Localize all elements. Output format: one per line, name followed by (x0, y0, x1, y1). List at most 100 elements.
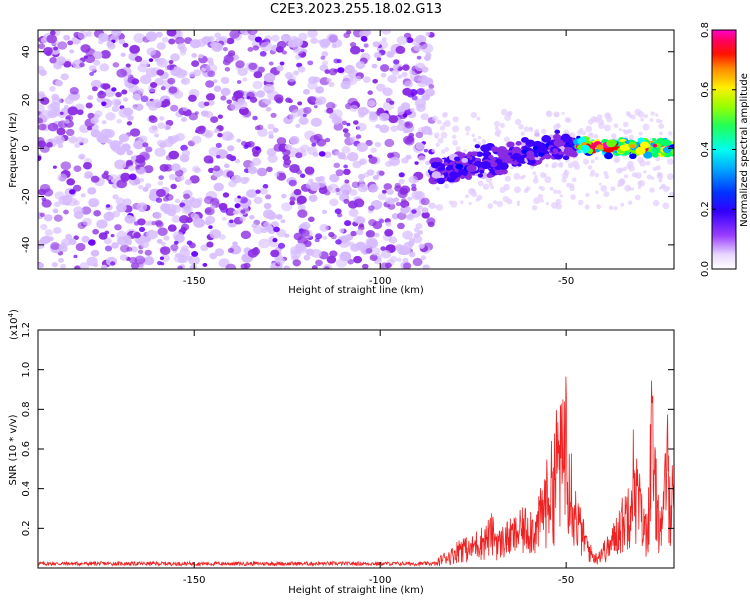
spectrogram-cell (137, 184, 144, 190)
spectrogram-cell (240, 209, 246, 214)
snr-y-tick-label: 1.2 (21, 322, 32, 338)
spectrogram-cell (225, 263, 237, 269)
spectrogram-cell (353, 198, 365, 208)
spectrogram-cell (143, 256, 155, 266)
spectrogram-cell (41, 197, 47, 202)
spectrogram-cell (318, 151, 326, 157)
spectrogram-cell (425, 31, 431, 37)
spectrogram-cell (422, 264, 430, 269)
spectrogram-cell (468, 201, 472, 206)
spectrogram-cell (193, 167, 202, 174)
spectrogram-cell (298, 32, 308, 41)
spectrogram-cell (385, 262, 392, 269)
spectrogram-cell (497, 150, 508, 158)
spectrogram-cell (130, 246, 138, 253)
spectrogram-cell (288, 179, 297, 187)
spectrogram-cell (189, 39, 201, 49)
spectrogram-cell (361, 185, 368, 191)
spectrogram-cell (661, 139, 671, 147)
spectrogram-cell (126, 121, 133, 126)
spectrogram-cell (402, 230, 414, 240)
spectrogram-cell (157, 180, 164, 186)
spectrogram-cell (265, 106, 272, 112)
spectrogram-cell (655, 156, 660, 162)
spectrogram-cell (257, 127, 268, 137)
spectrogram-cell (164, 164, 174, 172)
spectrogram-cell (517, 163, 522, 167)
spectrogram-cell (656, 118, 661, 124)
spectrogram-cell (132, 93, 141, 101)
colorbar-ticks: 0.0 0.2 0.4 0.6 0.8 (700, 22, 736, 277)
spectrogram-cell (272, 127, 279, 133)
spectrogram-cell (335, 239, 342, 245)
spectrogram-cell (188, 255, 200, 266)
spectrogram-cell (253, 71, 263, 79)
spectrogram-cell (649, 187, 655, 193)
spectrogram-cell (666, 173, 674, 181)
spectrogram-cell (347, 151, 359, 162)
spectrogram-cell (534, 128, 540, 134)
spectrogram-cell (387, 203, 396, 210)
spectrogram-y-tick-label: -40 (21, 237, 32, 253)
spectrogram-cell (343, 164, 348, 169)
spectrogram-cell (73, 206, 84, 215)
spectrogram-cell (637, 137, 645, 143)
spectrogram-cell (273, 143, 284, 152)
snr-series-line (38, 376, 674, 567)
spectrogram-cell (643, 151, 653, 159)
spectrogram-cell (92, 228, 100, 235)
spectrogram-cell (116, 119, 122, 124)
spectrogram-cell (204, 208, 212, 214)
spectrogram-cell (587, 118, 594, 125)
spectrogram-cell (138, 226, 146, 232)
spectrogram-cell (90, 79, 102, 89)
spectrogram-cell (574, 163, 581, 171)
spectrogram-cell (237, 67, 248, 77)
spectrogram-cell (415, 223, 423, 230)
spectrogram-cell (374, 205, 380, 211)
spectrogram-cell (480, 144, 491, 153)
spectrogram-cell (120, 52, 126, 57)
spectrogram-cell (379, 112, 390, 122)
spectrogram-cell (563, 170, 570, 176)
spectrogram-cell (188, 242, 196, 249)
spectrogram-cell (643, 170, 647, 174)
spectrogram-cell (564, 117, 570, 123)
spectrogram-cell (316, 138, 327, 147)
spectrogram-cell (307, 96, 317, 104)
spectrogram-cell (99, 63, 110, 72)
spectrogram-cell (527, 158, 536, 166)
spectrogram-cell (183, 206, 192, 213)
spectrogram-cell (240, 263, 248, 269)
spectrogram-cell (408, 132, 415, 138)
spectrogram-cell (476, 116, 481, 121)
spectrogram-cell (472, 137, 477, 143)
spectrogram-cell (49, 30, 56, 36)
spectrogram-cell (356, 229, 364, 236)
spectrogram-cell (414, 62, 426, 72)
spectrogram-cell (494, 130, 500, 137)
spectrogram-cell (268, 130, 274, 136)
spectrogram-cell (125, 159, 133, 166)
spectrogram-cell (515, 141, 522, 146)
spectrogram-cell (658, 123, 665, 130)
spectrogram-cell (50, 241, 60, 250)
spectrogram-cell (365, 230, 375, 238)
spectrogram-cell (344, 179, 350, 184)
spectrogram-cell (510, 165, 514, 170)
spectrogram-cell (421, 211, 430, 219)
spectrogram-cell (300, 144, 310, 152)
spectrogram-cell (431, 148, 436, 153)
spectrogram-cell (310, 248, 322, 258)
spectrogram-cell (622, 121, 629, 128)
spectrogram-cell (640, 141, 650, 149)
spectrogram-cell (39, 183, 51, 193)
spectrogram-cell (408, 175, 418, 184)
spectrogram-cell (467, 151, 473, 155)
spectrogram-cell (289, 200, 295, 206)
spectrogram-cell (645, 160, 651, 166)
spectrogram-cell (353, 255, 363, 264)
spectrogram-cell (523, 126, 530, 133)
spectrogram-cell (370, 247, 381, 256)
spectrogram-cell (275, 257, 286, 265)
